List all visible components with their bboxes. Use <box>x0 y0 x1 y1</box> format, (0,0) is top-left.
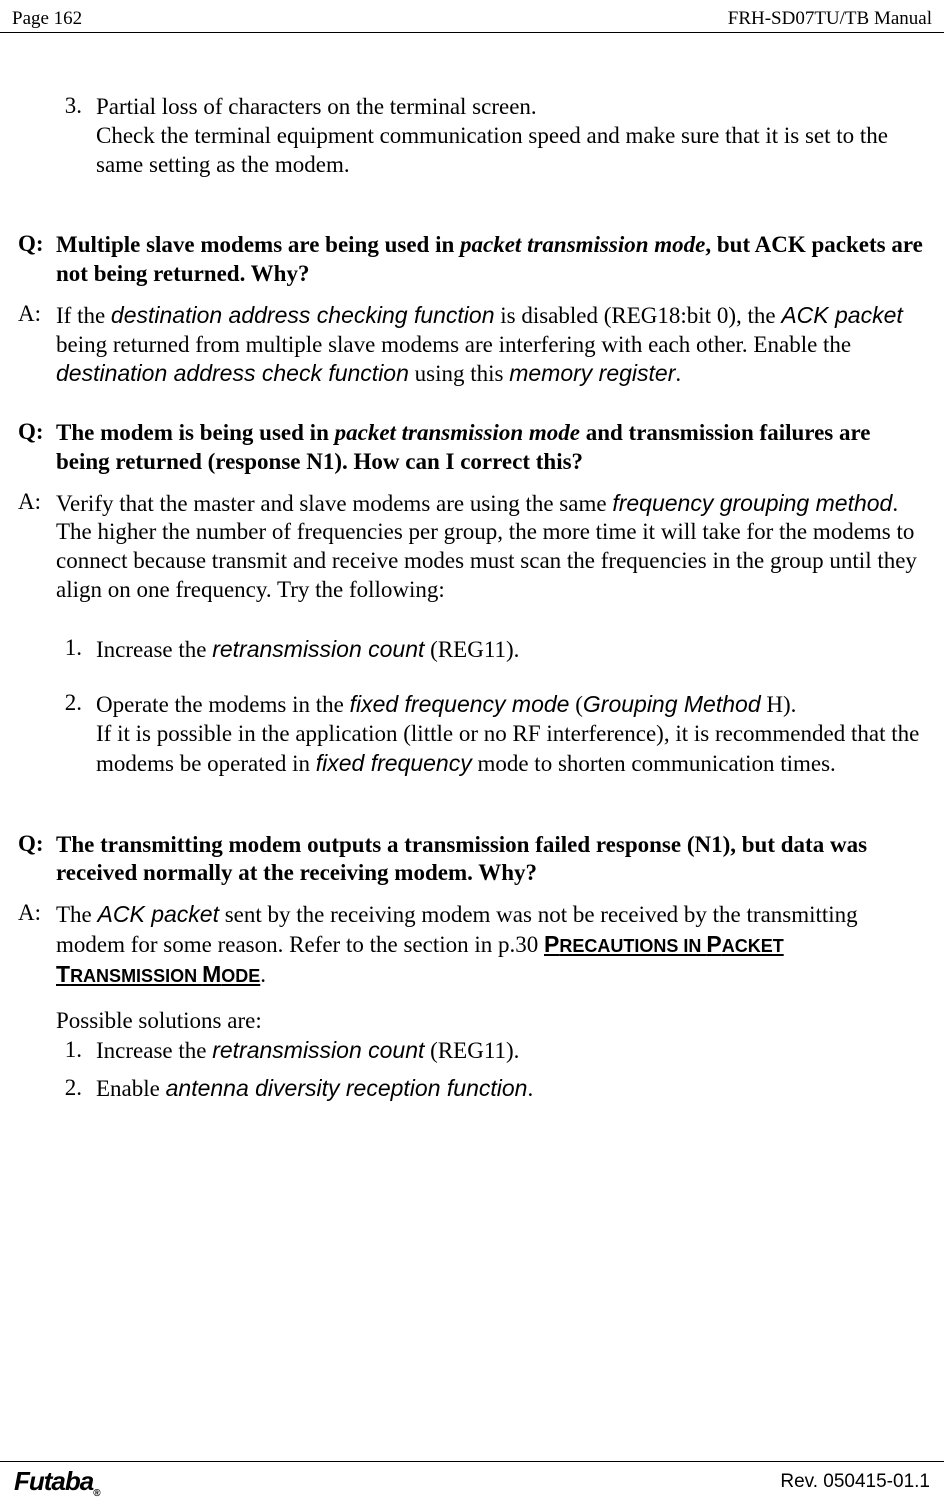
text: H). <box>761 692 797 717</box>
page: Page 162 FRH-SD07TU/TB Manual 3. Partial… <box>0 0 944 1507</box>
question: Q: The transmitting modem outputs a tran… <box>18 831 926 889</box>
a-label: A: <box>18 900 56 1112</box>
spacer <box>56 672 926 690</box>
text: is disabled (REG18:bit 0), the <box>495 303 782 328</box>
page-header: Page 162 FRH-SD07TU/TB Manual <box>0 0 944 33</box>
italic-text: ACK packet <box>98 901 219 927</box>
italic-text: retransmission count <box>212 636 424 662</box>
text: The modem is being used in <box>56 420 335 445</box>
text: If the <box>56 303 111 328</box>
list-body: Increase the retransmission count (REG11… <box>96 635 926 665</box>
list-body: Enable antenna diversity reception funct… <box>96 1074 926 1104</box>
a-label: A: <box>18 489 56 605</box>
list-number: 2. <box>56 1074 96 1104</box>
futaba-logo: Futaba® <box>14 1466 100 1499</box>
answer: A: The ACK packet sent by the receiving … <box>18 900 926 1112</box>
list-number: 1. <box>56 635 96 665</box>
a-body: If the destination address checking func… <box>56 301 926 389</box>
text: Check the terminal equipment communicati… <box>96 123 888 177</box>
italic-text: ACK packet <box>781 302 902 328</box>
italic-text: retransmission count <box>212 1037 424 1063</box>
text: ( <box>569 692 582 717</box>
page-content: 3. Partial loss of characters on the ter… <box>0 33 944 1112</box>
text: (REG11). <box>424 637 519 662</box>
logo-text: Futaba <box>14 1466 93 1496</box>
manual-title: FRH-SD07TU/TB Manual <box>728 8 932 30</box>
spacer <box>18 401 926 419</box>
text: Verify that the master and slave modems … <box>56 491 612 516</box>
italic-text: packet transmission mode <box>460 232 705 257</box>
a-body: The ACK packet sent by the receiving mod… <box>56 900 926 1112</box>
page-footer: Futaba® Rev. 050415-01.1 <box>0 1461 944 1507</box>
a-label: A: <box>18 301 56 389</box>
text: Enable <box>96 1076 166 1101</box>
italic-text: antenna diversity reception function <box>166 1075 528 1101</box>
list-body: Operate the modems in the fixed frequenc… <box>96 690 926 778</box>
solutions-intro: Possible solutions are: <box>56 1007 926 1036</box>
italic-text: fixed frequency mode <box>350 691 570 717</box>
text: (REG11). <box>424 1038 519 1063</box>
text: Increase the <box>96 1038 212 1063</box>
list-body: Partial loss of characters on the termin… <box>96 93 926 179</box>
text: being returned from multiple slave modem… <box>56 332 851 357</box>
list-item: 2. Enable antenna diversity reception fu… <box>56 1074 926 1104</box>
italic-text: packet transmission mode <box>335 420 580 445</box>
italic-text: destination address check function <box>56 360 409 386</box>
text: Operate the modems in the <box>96 692 350 717</box>
list-item: 2. Operate the modems in the fixed frequ… <box>56 690 926 778</box>
list-item: 1. Increase the retransmission count (RE… <box>56 635 926 665</box>
list-continuation: 3. Partial loss of characters on the ter… <box>18 93 926 179</box>
q-body: The transmitting modem outputs a transmi… <box>56 831 926 889</box>
list-number: 2. <box>56 690 96 778</box>
q-body: The modem is being used in packet transm… <box>56 419 926 477</box>
a-body: Verify that the master and slave modems … <box>56 489 926 605</box>
text: . <box>260 962 266 987</box>
text: Multiple slave modems are being used in <box>56 232 460 257</box>
q-label: Q: <box>18 419 56 477</box>
italic-text: Grouping Method <box>583 691 761 717</box>
text: . <box>675 361 681 386</box>
spacer <box>18 787 926 831</box>
list-number: 1. <box>56 1036 96 1066</box>
text: mode to shorten communication times. <box>472 751 836 776</box>
text: using this <box>409 361 509 386</box>
italic-text: fixed frequency <box>316 750 472 776</box>
list-item: 3. Partial loss of characters on the ter… <box>56 93 926 179</box>
q-label: Q: <box>18 831 56 889</box>
q-label: Q: <box>18 231 56 289</box>
text: . <box>527 1076 533 1101</box>
italic-text: destination address checking function <box>111 302 495 328</box>
revision-text: Rev. 050415-01.1 <box>780 1471 930 1493</box>
text: Increase the <box>96 637 212 662</box>
text: Partial loss of characters on the termin… <box>96 94 537 119</box>
registered-mark: ® <box>93 1488 99 1499</box>
spacer <box>18 187 926 231</box>
answer: A: Verify that the master and slave mode… <box>18 489 926 605</box>
italic-text: frequency grouping method <box>612 490 892 516</box>
list-body: Increase the retransmission count (REG11… <box>96 1036 926 1066</box>
answer: A: If the destination address checking f… <box>18 301 926 389</box>
answer-list: 1. Increase the retransmission count (RE… <box>18 635 926 779</box>
question: Q: The modem is being used in packet tra… <box>18 419 926 477</box>
spacer <box>56 989 926 1007</box>
text: The <box>56 902 98 927</box>
text: The transmitting modem outputs a transmi… <box>56 832 867 886</box>
spacer <box>18 617 926 635</box>
list-number: 3. <box>56 93 96 179</box>
list-item: 1. Increase the retransmission count (RE… <box>56 1036 926 1066</box>
q-body: Multiple slave modems are being used in … <box>56 231 926 289</box>
page-number: Page 162 <box>12 8 82 30</box>
question: Q: Multiple slave modems are being used … <box>18 231 926 289</box>
italic-text: memory register <box>509 360 675 386</box>
